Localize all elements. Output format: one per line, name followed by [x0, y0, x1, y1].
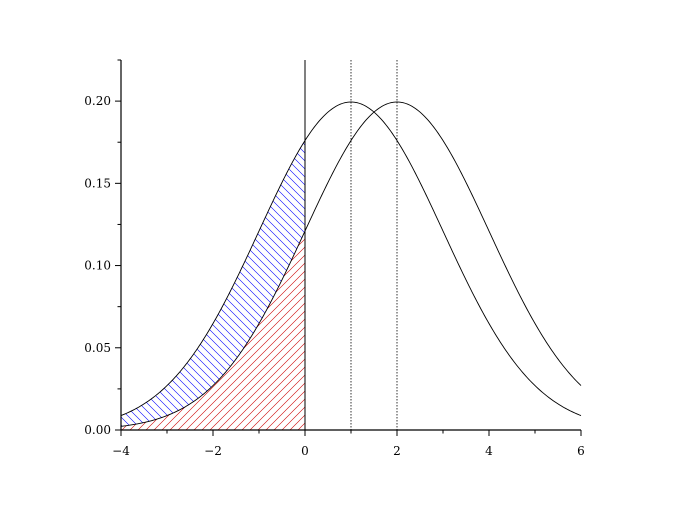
curve-series-1: [120, 101, 582, 427]
y-tick-label-3: 0.15: [84, 176, 111, 190]
x-tick-label-2: 0: [301, 444, 309, 458]
x-tick-label-4: 4: [485, 444, 493, 458]
x-tick-label-5: 6: [577, 444, 585, 458]
x-tick-label-1: −2: [204, 444, 222, 458]
y-tick-label-1: 0.05: [84, 341, 111, 355]
x-tick-label-3: 2: [393, 444, 401, 458]
curve-series-0: [120, 101, 582, 417]
y-tick-label-0: 0.00: [84, 423, 111, 437]
x-tick-label-0: −4: [112, 444, 130, 458]
y-tick-label-2: 0.10: [84, 259, 111, 273]
shaded-region-red: [121, 231, 305, 430]
shaded-region-blue: [121, 140, 305, 427]
y-tick-label-4: 0.20: [84, 94, 111, 108]
